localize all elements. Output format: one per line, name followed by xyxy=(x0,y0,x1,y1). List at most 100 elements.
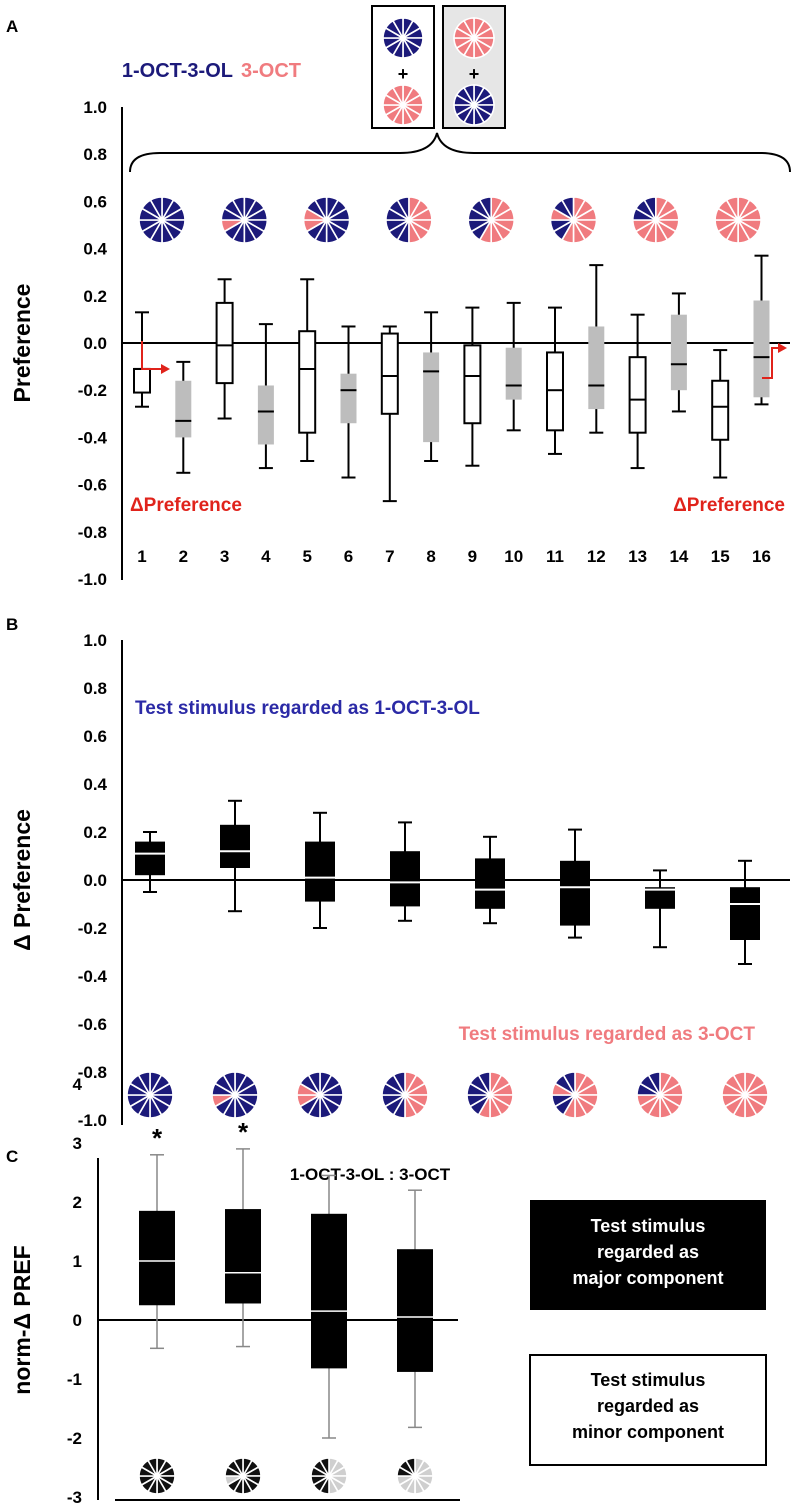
delta-arrow-left xyxy=(141,341,161,370)
y-tick-label-c: 3 xyxy=(73,1134,82,1153)
box-body xyxy=(546,351,564,432)
legend-major-box xyxy=(530,1200,766,1310)
mixture-icon-center xyxy=(406,217,412,223)
mixture-icon-segment xyxy=(392,1071,406,1098)
x-tick-label-a: 14 xyxy=(669,547,688,566)
y-tick-label-a: -0.6 xyxy=(78,476,107,495)
y-tick-label-a: 0.8 xyxy=(83,145,107,164)
x-tick-label-a: 3 xyxy=(220,547,229,566)
delta-box xyxy=(645,869,675,949)
delta-box xyxy=(390,821,420,922)
norm-box-body xyxy=(397,1249,433,1372)
significance-star: * xyxy=(152,1123,163,1153)
grayscale-mixture-icon-center xyxy=(240,1473,246,1479)
panel-b: B Δ Preference Test stimulus regarded as… xyxy=(6,615,790,1130)
box-body xyxy=(711,379,730,441)
mixture-icon-center xyxy=(317,1092,323,1098)
box-13 xyxy=(628,313,647,470)
x-tick-label-a: 8 xyxy=(426,547,435,566)
y-tick-label-a: -0.2 xyxy=(78,381,107,400)
box-14 xyxy=(670,292,687,413)
grayscale-mixture-icon-segment xyxy=(146,1457,158,1479)
mixture-icon xyxy=(126,1071,174,1119)
panel-c: C norm-Δ PREF 1-OCT-3-OL : 3-OCT 4 3 2 1 0 -1… xyxy=(6,1075,767,1506)
x-tick-label-a: 12 xyxy=(587,547,606,566)
x-tick-label-a: 4 xyxy=(261,547,271,566)
mixture-icon xyxy=(636,1071,684,1119)
legend-3oct: 3-OCT xyxy=(241,60,301,82)
box-8 xyxy=(423,311,440,462)
mixture-icon-center xyxy=(402,1092,408,1098)
legend-major-line2: regarded as xyxy=(597,1242,699,1262)
annotation-regarded-3oct: Test stimulus regarded as 3-OCT xyxy=(459,1024,756,1045)
delta-box xyxy=(730,859,760,965)
odor-1oct3ol-icon-center xyxy=(400,35,406,41)
delta-arrow-right xyxy=(762,347,780,379)
x-tick-label-a: 11 xyxy=(546,547,564,566)
mixture-icon xyxy=(381,1071,429,1119)
box-16 xyxy=(753,254,770,406)
delta-label-right: ΔPreference xyxy=(673,495,785,516)
odor-3oct-icon xyxy=(382,84,424,126)
odor-3oct-icon xyxy=(453,17,495,59)
odor-1oct3ol-icon xyxy=(453,84,495,126)
legend-minor-box xyxy=(529,1354,767,1466)
box-body xyxy=(753,300,770,398)
box-body xyxy=(133,367,151,394)
y-tick-label-b: 0.2 xyxy=(83,823,107,842)
odor-3oct-icon-segment xyxy=(462,17,475,41)
grayscale-mixture-icon xyxy=(224,1457,262,1495)
x-tick-label-a: 7 xyxy=(385,547,394,566)
odor-1oct3ol-icon xyxy=(382,17,424,59)
box-body xyxy=(340,373,357,424)
legend-major-line1: Test stimulus xyxy=(591,1216,706,1236)
mixture-icon-segment xyxy=(222,1071,236,1098)
annotation-regarded-1oct3ol: Test stimulus regarded as 1-OCT-3-OL xyxy=(135,698,480,719)
panel-a: A 1-OCT-3-OL 3-OCT + + Preference 1.0 0.8… xyxy=(6,5,791,589)
box-body xyxy=(588,326,605,410)
mixture-icon xyxy=(385,196,433,244)
x-tick-label-a: 13 xyxy=(628,547,647,566)
box-4 xyxy=(257,323,274,470)
y-tick-label-b: -0.8 xyxy=(78,1063,107,1082)
grouping-brace xyxy=(129,132,791,173)
y-tick-label-a: 1.0 xyxy=(83,98,107,117)
box-body xyxy=(628,356,647,434)
box-body xyxy=(298,330,317,434)
grayscale-mixture-icon xyxy=(396,1457,434,1495)
panel-a-letter: A xyxy=(6,17,18,36)
x-tick-label-a: 10 xyxy=(504,547,523,566)
delta-box-body xyxy=(220,824,250,868)
delta-box-body xyxy=(560,860,590,926)
legend-minor-line2: regarded as xyxy=(597,1396,699,1416)
grayscale-mixture-icon-center xyxy=(326,1473,332,1479)
box-body xyxy=(215,301,234,385)
legend-1oct3ol: 1-OCT-3-OL xyxy=(122,60,233,82)
legend-minor-line1: Test stimulus xyxy=(591,1370,706,1390)
mixture-icon-segment xyxy=(314,196,328,223)
box-body xyxy=(505,347,522,400)
mixture-icon-segment xyxy=(725,196,739,223)
mixture-icon-segment xyxy=(732,1071,746,1098)
y-tick-label-c: -2 xyxy=(67,1429,82,1448)
mixture-icon-center xyxy=(735,217,741,223)
grayscale-mixture-icon xyxy=(138,1457,176,1495)
mixture-icon xyxy=(302,196,351,244)
y-tick-label-c: -3 xyxy=(67,1488,82,1506)
mixture-icon-center xyxy=(232,1092,238,1098)
y-tick-label-b: -0.4 xyxy=(78,967,108,986)
x-tick-label-a: 9 xyxy=(468,547,477,566)
legend-major-line3: major component xyxy=(572,1268,723,1288)
delta-arrow-left-head xyxy=(161,364,170,374)
grayscale-mixture-icon-center xyxy=(412,1473,418,1479)
box-12 xyxy=(588,264,605,434)
x-tick-label-a: 5 xyxy=(302,547,311,566)
y-tick-label-a: 0.2 xyxy=(83,287,107,306)
mixture-icon xyxy=(467,196,516,244)
grayscale-mixture-icon-segment xyxy=(318,1457,330,1479)
panel-c-letter: C xyxy=(6,1147,18,1166)
mixture-icon xyxy=(296,1071,344,1119)
panel-b-letter: B xyxy=(6,615,18,634)
delta-box-body xyxy=(305,841,335,902)
